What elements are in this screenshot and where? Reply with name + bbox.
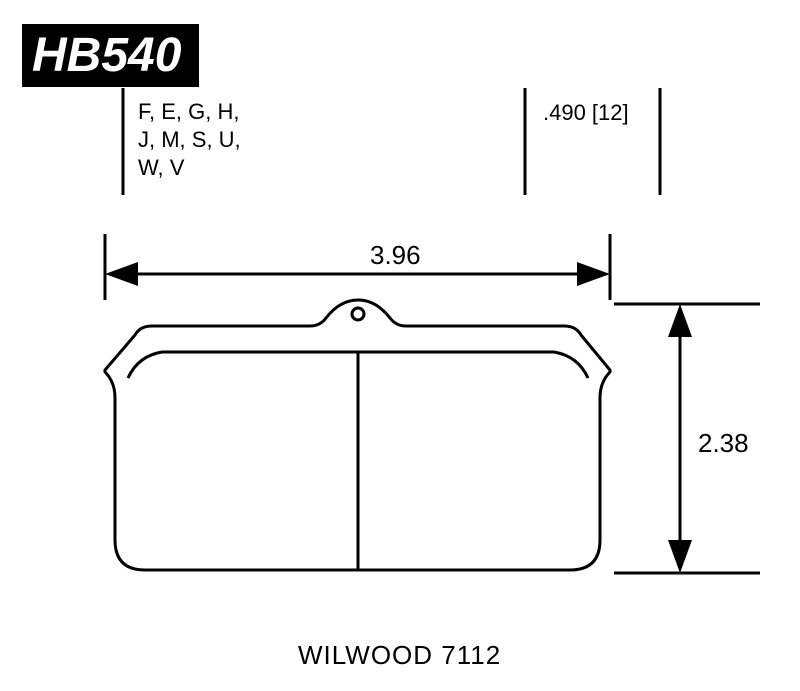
- arrow-left-icon: [105, 262, 138, 286]
- pad-hole: [352, 308, 364, 320]
- compound-line-3: W, V: [138, 154, 241, 182]
- arrow-down-icon: [668, 540, 692, 573]
- compound-codes: F, E, G, H, J, M, S, U, W, V: [138, 98, 241, 182]
- diagram-svg: [0, 0, 800, 691]
- arrow-right-icon: [577, 262, 610, 286]
- bottom-label: WILWOOD 7112: [298, 640, 501, 671]
- part-number-box: HB540: [22, 24, 199, 87]
- compound-line-1: F, E, G, H,: [138, 98, 241, 126]
- compound-line-2: J, M, S, U,: [138, 126, 241, 154]
- brake-pad-outline: [105, 300, 610, 570]
- width-dimension: 3.96: [370, 240, 421, 271]
- arrow-up-icon: [668, 304, 692, 337]
- pad-inner-outline: [128, 352, 588, 378]
- height-dimension: 2.38: [698, 428, 749, 459]
- thickness-value: .490 [12]: [543, 100, 629, 126]
